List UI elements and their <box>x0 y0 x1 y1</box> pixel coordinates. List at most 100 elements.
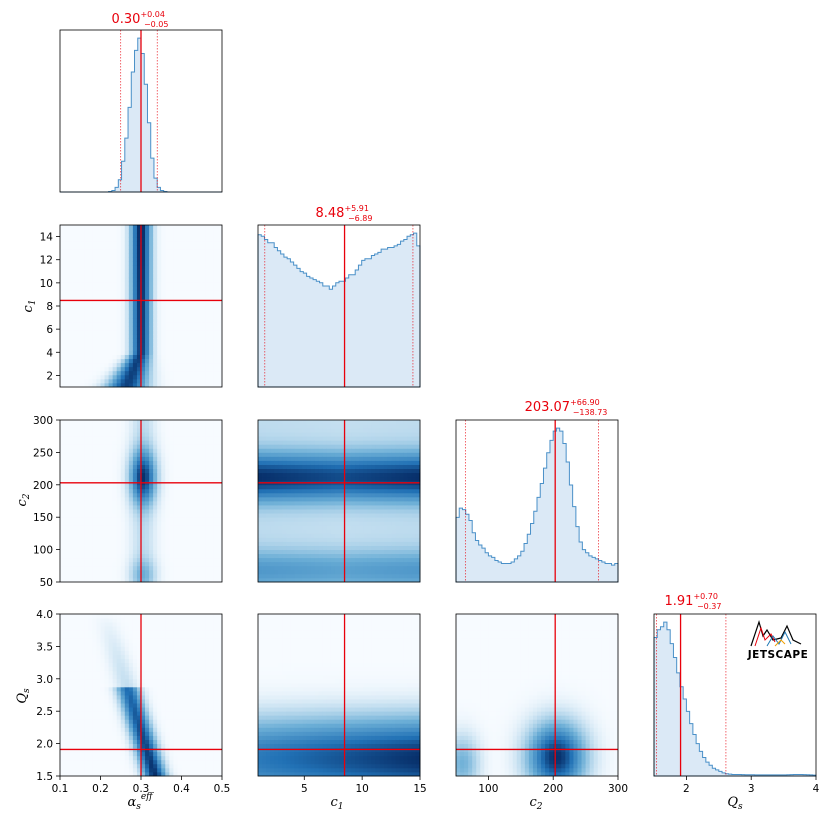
density-cell <box>213 310 219 315</box>
density-cell <box>153 233 158 238</box>
density-cell <box>347 476 352 482</box>
density-cell <box>60 273 65 279</box>
density-cell <box>274 428 279 433</box>
density-cell <box>92 342 97 347</box>
density-cell <box>205 382 211 388</box>
density-cell <box>149 468 154 474</box>
density-cell <box>294 492 299 498</box>
density-cell <box>124 249 130 254</box>
density-cell <box>72 257 77 262</box>
density-cell <box>153 501 158 506</box>
density-cell <box>177 233 182 238</box>
density-cell <box>379 436 384 441</box>
density-cell <box>108 314 114 319</box>
density-cell <box>266 476 271 482</box>
density-cell <box>399 565 405 571</box>
density-cell <box>306 553 312 559</box>
density-cell <box>274 472 279 478</box>
density-cell <box>282 501 287 506</box>
density-cell <box>108 265 114 270</box>
density-cell <box>149 545 154 550</box>
density-cell <box>213 233 219 238</box>
density-cell <box>104 281 109 287</box>
density-cell <box>379 420 384 425</box>
density-cell <box>132 225 138 230</box>
density-cell <box>124 476 130 482</box>
density-cell <box>60 346 65 351</box>
density-cell <box>108 362 114 368</box>
density-cell <box>88 358 93 364</box>
density-cell <box>209 314 215 319</box>
density-cell <box>326 569 332 575</box>
density-cell <box>367 472 372 478</box>
density-cell <box>84 513 89 518</box>
density-cell <box>278 496 283 502</box>
density-cell <box>375 452 380 457</box>
density-cell <box>68 382 73 388</box>
density-cell <box>286 492 291 498</box>
density-cell <box>177 468 182 474</box>
density-cell <box>399 521 405 526</box>
density-cell <box>407 529 413 534</box>
density-cell <box>145 553 150 559</box>
density-cell <box>343 565 348 571</box>
density-cell <box>112 334 118 339</box>
density-cell <box>213 569 219 575</box>
density-cell <box>343 557 348 563</box>
density-cell <box>92 338 97 343</box>
density-cell <box>136 428 142 433</box>
density-cell <box>197 557 203 563</box>
density-cell <box>258 484 263 490</box>
density-cell <box>197 277 203 283</box>
density-cell <box>326 424 332 429</box>
density-cell <box>116 529 122 534</box>
density-cell <box>351 569 356 575</box>
density-cell <box>153 561 158 567</box>
density-cell <box>76 314 81 319</box>
density-cell <box>411 513 417 518</box>
density-cell <box>181 553 186 559</box>
density-cell <box>173 249 178 254</box>
density-cell <box>60 727 65 732</box>
density-cell <box>104 432 109 437</box>
density-cell <box>80 277 85 283</box>
density-cell <box>80 476 85 482</box>
density-cell <box>379 476 384 482</box>
density-cell <box>189 464 195 469</box>
density-cell <box>189 484 195 490</box>
density-cell <box>108 569 114 575</box>
density-cell <box>128 378 134 384</box>
density-cell <box>60 513 65 518</box>
density-cell <box>149 225 154 230</box>
density-cell <box>314 428 320 433</box>
density-cell <box>177 420 182 425</box>
density-cell <box>84 565 89 571</box>
density-cell <box>363 484 368 490</box>
density-cell <box>205 265 211 270</box>
density-cell <box>294 460 299 465</box>
density-cell <box>104 533 109 538</box>
density-cell <box>177 557 182 563</box>
density-cell <box>80 306 85 311</box>
density-cell <box>282 561 287 567</box>
density-cell <box>274 517 279 522</box>
density-cell <box>193 577 199 583</box>
density-cell <box>399 549 405 555</box>
density-cell <box>213 245 219 250</box>
density-cell <box>189 549 195 555</box>
density-cell <box>322 432 328 437</box>
density-cell <box>330 460 336 465</box>
density-cell <box>209 322 215 327</box>
density-cell <box>415 513 421 518</box>
density-cell <box>132 432 138 437</box>
density-cell <box>72 646 77 651</box>
density-cell <box>153 370 158 376</box>
density-cell <box>387 577 393 583</box>
density-cell <box>334 484 340 490</box>
density-cell <box>189 424 195 429</box>
density-cell <box>266 432 271 437</box>
density-cell <box>84 253 89 258</box>
density-cell <box>318 533 324 538</box>
density-cell <box>141 306 146 311</box>
density-cell <box>60 771 65 777</box>
